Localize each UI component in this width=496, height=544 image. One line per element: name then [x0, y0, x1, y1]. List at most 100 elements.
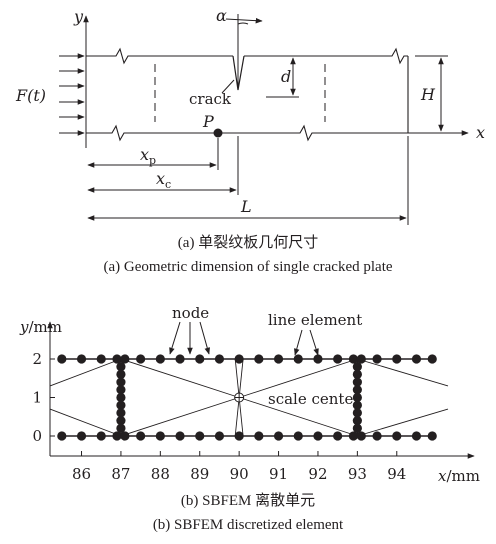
mesh-nodes: [57, 354, 437, 441]
x-tick-label: 90: [230, 465, 249, 483]
mesh-node: [411, 431, 422, 441]
angle-pointer: [225, 17, 263, 24]
scale-center-label: scale center: [268, 390, 361, 408]
mesh-node: [112, 431, 122, 441]
mesh-node: [356, 431, 366, 441]
x-tick-label: 93: [348, 465, 367, 483]
load-label: F(t): [15, 86, 46, 105]
plate-bottom-edge: [86, 124, 408, 142]
mesh-node: [116, 362, 126, 372]
caption-b-cn: (b) SBFEM 离散单元: [181, 492, 315, 509]
mesh-node: [273, 354, 284, 364]
plate-diagram: y x α crack d H: [15, 6, 485, 275]
line-element: [49, 358, 122, 387]
mesh-node: [116, 423, 126, 433]
depth-label: d: [281, 67, 291, 86]
mesh-node: [116, 369, 126, 379]
line-element: [234, 397, 240, 437]
caption-a-en: (a) Geometric dimension of single cracke…: [103, 259, 392, 275]
y-tick-label: 2: [32, 350, 42, 368]
mesh-node: [254, 354, 264, 364]
mesh-ticks: 86 87 88 89 90 91 92 93 94 0 1 2: [32, 350, 406, 483]
mesh-node: [116, 392, 126, 403]
line-element: [357, 358, 449, 387]
mesh-node: [155, 354, 165, 364]
y-axis-label: y: [73, 7, 84, 26]
line-element: [239, 397, 358, 437]
line-element: [238, 358, 244, 398]
line-element: [238, 397, 244, 437]
x-tick-label: 89: [190, 465, 209, 483]
point-p-label: P: [202, 112, 214, 131]
point-p-marker: [213, 128, 223, 138]
mesh-node: [76, 431, 87, 441]
x-tick-label: 86: [72, 465, 91, 483]
mesh-node: [348, 431, 359, 441]
line-element: [234, 358, 240, 398]
mesh-node: [120, 354, 130, 364]
mesh-node: [273, 431, 284, 441]
mesh-y-axis-label: y/mm: [19, 318, 62, 336]
mesh-node: [352, 423, 362, 433]
mesh-node: [76, 354, 87, 364]
y-tick-label: 1: [32, 389, 42, 407]
crack-label: crack: [189, 90, 232, 108]
angle-arc: [237, 22, 249, 25]
mesh-node: [352, 377, 362, 387]
angle-label: α: [216, 6, 227, 25]
xp-label: xp: [140, 145, 156, 167]
mesh-node: [175, 431, 185, 441]
height-label: H: [420, 85, 436, 104]
mesh-node: [96, 354, 106, 364]
plate-top-edge: [86, 47, 408, 65]
mesh-node: [293, 431, 303, 441]
line-element: [120, 397, 240, 437]
x-tick-label: 91: [269, 465, 288, 483]
mesh-node: [392, 431, 402, 441]
mesh-line-elements: [49, 358, 449, 437]
mesh-node: [356, 354, 366, 364]
mesh-node: [116, 416, 126, 426]
mesh-node: [352, 400, 362, 410]
mesh-node: [57, 431, 67, 441]
length-label: L: [240, 197, 252, 216]
mesh-node: [352, 362, 362, 372]
y-tick-label: 0: [32, 427, 42, 445]
mesh-node: [120, 431, 130, 441]
mesh-node: [352, 369, 362, 379]
mesh-node: [352, 416, 362, 426]
caption-b-en: (b) SBFEM discretized element: [153, 517, 344, 533]
mesh-node: [214, 354, 225, 364]
mesh-node: [352, 392, 362, 403]
scale-center-marker: [234, 392, 245, 403]
mesh-node: [254, 431, 264, 441]
mesh-node: [234, 354, 244, 364]
mesh-node: [96, 431, 106, 441]
mesh-node: [333, 431, 343, 441]
x-tick-label: 92: [308, 465, 327, 483]
mesh-node: [427, 354, 437, 364]
mesh-node: [195, 354, 205, 364]
mesh-node: [175, 354, 185, 364]
mesh-node: [214, 431, 225, 441]
mesh-node: [293, 354, 303, 364]
mesh-node: [155, 431, 165, 441]
mesh-x-axis-label: x/mm: [438, 467, 480, 485]
line-element: [239, 358, 358, 398]
xc-label: xc: [156, 169, 171, 191]
mesh-node: [372, 354, 382, 364]
mesh-node: [116, 385, 126, 395]
mesh-node: [57, 354, 67, 364]
x-tick-label: 87: [111, 465, 130, 483]
mesh-node: [234, 431, 244, 441]
mesh-node: [116, 400, 126, 410]
node-label: node: [172, 304, 209, 322]
load-arrows: [59, 53, 85, 136]
mesh-node: [352, 385, 362, 395]
mesh-node: [392, 354, 402, 364]
line-element: [120, 358, 240, 398]
mesh-node: [411, 354, 422, 364]
mesh-node: [136, 354, 146, 364]
x-axis-label: x: [476, 123, 485, 142]
